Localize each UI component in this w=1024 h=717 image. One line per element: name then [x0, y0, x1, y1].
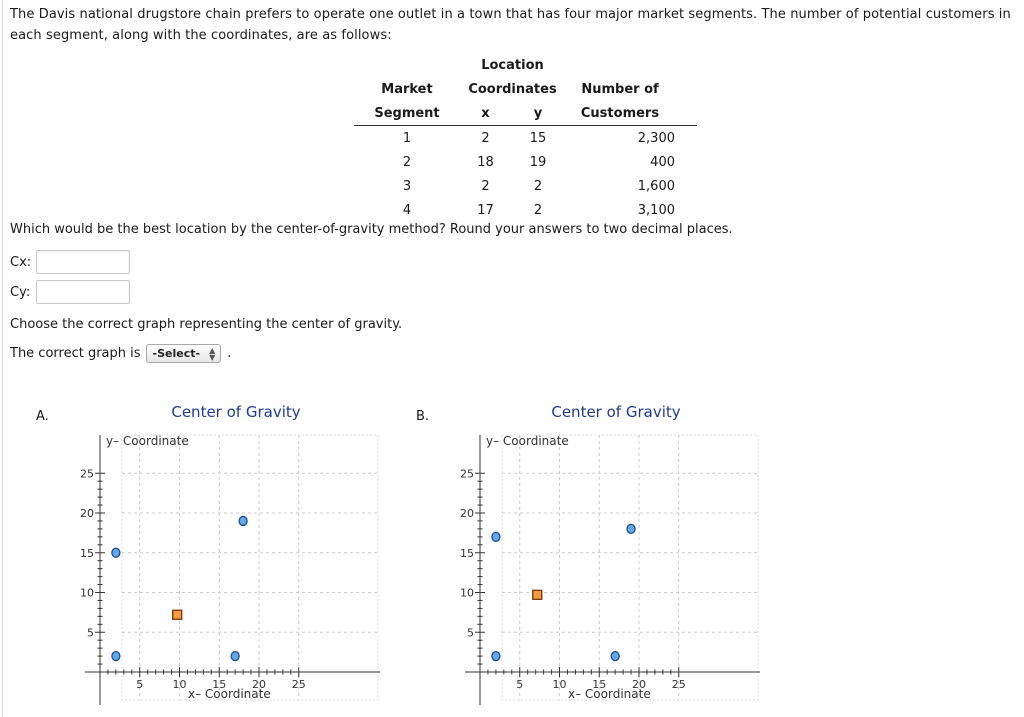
- graph-a-x-tick-label: 15: [212, 678, 226, 691]
- cell-y: 2: [533, 202, 543, 218]
- graph-prompt: Choose the correct graph representing th…: [10, 317, 403, 332]
- cy-label: Cy:: [10, 284, 31, 300]
- graph-b-segment-point: [491, 531, 501, 543]
- cell-x: 2: [481, 130, 490, 146]
- graph-a-segment-point: [230, 650, 240, 662]
- period: .: [227, 346, 232, 361]
- graph-a-y-tick-label: 25: [80, 467, 94, 480]
- graph-a-x-tick-label: 20: [252, 678, 266, 691]
- cell-y: 19: [529, 154, 547, 170]
- graph-a-label: A.: [36, 409, 49, 424]
- graph-b-y-tick-label: 20: [460, 507, 474, 520]
- graph-a-x-axis-label: x– Coordinate: [188, 687, 271, 701]
- correct-graph-row: The correct graph is -Select- ▲ ▼ .: [10, 344, 231, 363]
- table-row: 3 2 2 1,600: [354, 174, 697, 198]
- graph-select-value: -Select-: [152, 347, 201, 360]
- graph-a-chart-title: Center of Gravity: [171, 403, 300, 421]
- graph-a-center-of-gravity[interactable]: Center of Gravity 5 10 15 20 25 5 10 15 20 25 y– Co…: [80, 395, 385, 710]
- question-text: Which would be the best location by the …: [10, 222, 733, 237]
- graph-b-segment-point: [491, 650, 501, 662]
- graph-a-x-tick-label: 5: [136, 678, 143, 691]
- cell-segment: 3: [402, 178, 412, 194]
- left-border: [2, 0, 3, 717]
- graph-a-segment-point: [111, 547, 121, 558]
- graph-a-segment-point: [111, 650, 121, 662]
- cell-y: 2: [533, 178, 543, 194]
- graph-b-x-tick-label: 15: [592, 678, 606, 691]
- graph-select[interactable]: -Select- ▲ ▼: [145, 344, 222, 363]
- graph-b-label: B.: [416, 409, 430, 424]
- header-number-of: Number of: [581, 81, 659, 97]
- graph-b-segment-point: [610, 650, 620, 662]
- cell-customers: 2,300: [637, 130, 675, 146]
- table-row: 2 18 19 400: [354, 150, 697, 174]
- correct-graph-prefix: The correct graph is: [10, 346, 141, 361]
- graph-b-y-tick-label: 10: [460, 587, 474, 600]
- graph-b-plot-frame: [501, 434, 759, 701]
- cell-x: 18: [477, 154, 494, 170]
- graph-b-center-of-gravity-point: [532, 589, 543, 600]
- graph-a-x-tick-label: 25: [292, 678, 306, 691]
- graph-b-x-tick-label: 25: [672, 678, 686, 691]
- header-location: Location: [481, 57, 544, 73]
- table-row: 1 2 15 2,300: [354, 126, 697, 151]
- cell-customers: 400: [650, 154, 675, 170]
- table-row: 4 17 2 3,100: [354, 198, 697, 222]
- cx-input[interactable]: [36, 250, 130, 274]
- graph-a-y-axis-label: y– Coordinate: [106, 434, 189, 448]
- cell-segment: 4: [402, 202, 412, 218]
- cx-label: Cx:: [10, 254, 32, 270]
- cell-customers: 1,600: [637, 178, 675, 194]
- graph-b-y-axis-label: y– Coordinate: [486, 434, 569, 448]
- header-segment: Segment: [354, 101, 460, 126]
- updown-arrows-icon: ▲ ▼: [209, 345, 216, 362]
- header-y: y: [511, 101, 565, 126]
- graph-b-y-tick-label: 5: [467, 626, 474, 639]
- cy-input[interactable]: [36, 280, 130, 304]
- graph-b-segment-point: [626, 523, 636, 535]
- header-x: x: [460, 101, 511, 126]
- graph-a-x-tick-label: 10: [173, 678, 187, 691]
- graph-b-center-of-gravity[interactable]: Center of Gravity 5 10 15 20 25 5 10 15 20 25 y– Co…: [460, 395, 765, 710]
- graph-b-chart-title: Center of Gravity: [551, 403, 680, 421]
- graph-a-y-tick-label: 20: [80, 507, 94, 520]
- header-market: Market: [381, 81, 433, 97]
- graph-b-y-tick-label: 15: [460, 547, 474, 560]
- graph-a-center-of-gravity-point: [172, 609, 183, 620]
- graph-b-x-tick-label: 5: [516, 678, 523, 691]
- graph-a-y-tick-label: 5: [87, 626, 94, 639]
- market-segment-table: Location Market Coordinates Number of Se…: [354, 53, 697, 222]
- graph-b-y-tick-label: 25: [460, 467, 474, 480]
- cx-row: Cx:: [10, 250, 130, 274]
- cell-segment: 2: [402, 154, 412, 170]
- graph-a-segment-point: [238, 515, 248, 527]
- graph-a-plot-frame: [121, 434, 379, 701]
- cell-segment: 1: [402, 130, 412, 146]
- graph-a-y-tick-label: 15: [80, 547, 94, 560]
- graph-b-x-tick-label: 10: [553, 678, 567, 691]
- header-coordinates: Coordinates: [468, 81, 557, 97]
- problem-intro: The Davis national drugstore chain prefe…: [10, 7, 1011, 43]
- cell-customers: 3,100: [637, 202, 675, 218]
- cell-y: 15: [529, 130, 547, 146]
- graph-b-x-axis-label: x– Coordinate: [568, 687, 651, 701]
- cell-x: 2: [481, 178, 490, 194]
- cell-x: 17: [477, 202, 494, 218]
- header-customers: Customers: [565, 101, 697, 126]
- graph-a-y-tick-label: 10: [80, 587, 94, 600]
- graph-b-x-tick-label: 20: [632, 678, 646, 691]
- cy-row: Cy:: [10, 280, 130, 304]
